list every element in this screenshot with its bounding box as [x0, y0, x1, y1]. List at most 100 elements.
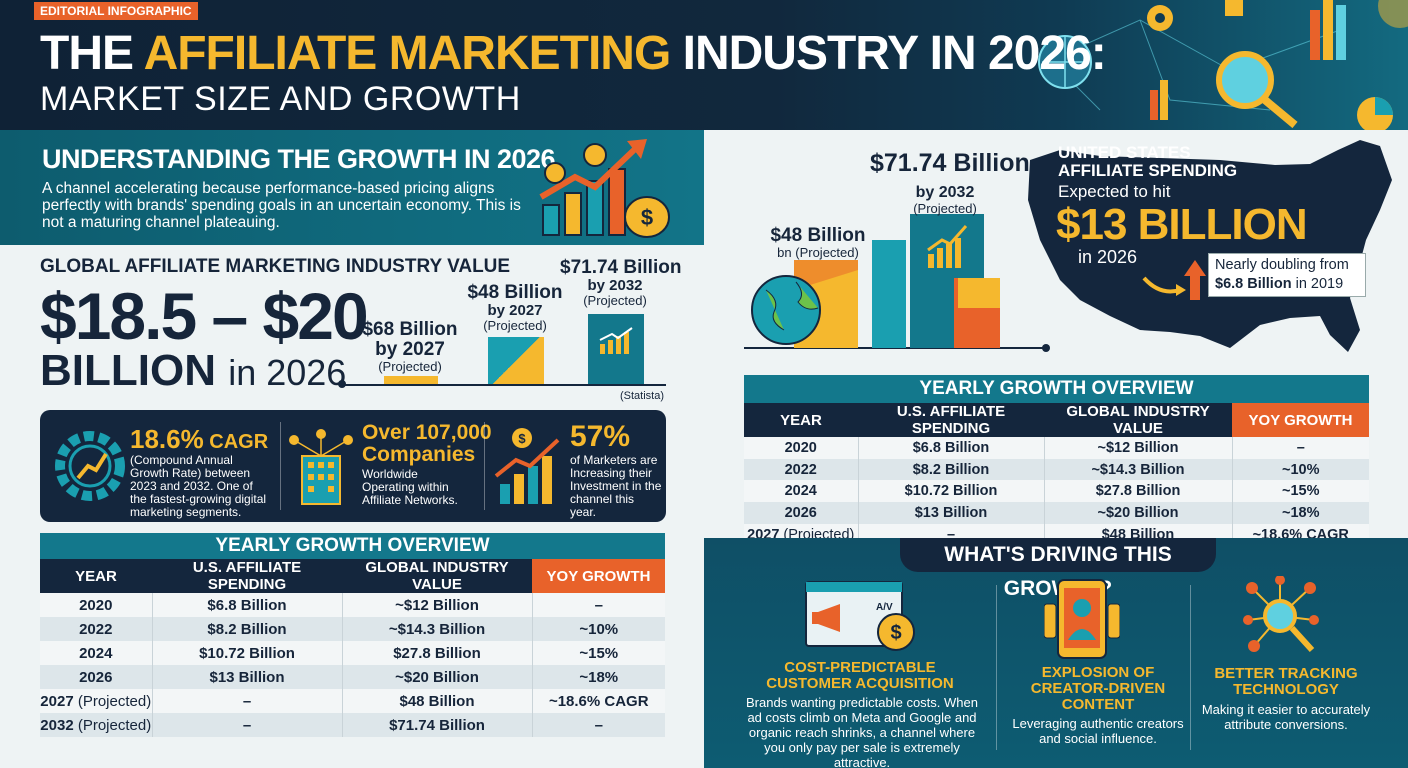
cell-year: 2022 [744, 458, 859, 481]
global-value-range: $18.5 – $20 [40, 279, 369, 353]
table-row: 2024 $10.72 Billion $27.8 Billion ~15% [744, 480, 1369, 503]
drivers-title: WHAT'S DRIVING THIS GROWTH? [900, 538, 1216, 600]
mini-bar-label: $48 Billion by 2027 (Projected) [467, 282, 563, 333]
cell-us-spending: $10.72 Billion [858, 480, 1045, 503]
stat-cagr: 18.6% CAGR [130, 424, 269, 454]
svg-text:$: $ [641, 205, 653, 230]
cell-global-value: ~$12 Billion [342, 593, 533, 617]
driver-heading: EXPLOSION OF CREATOR-DRIVEN CONTENT [1030, 664, 1166, 713]
growth-table: YEAR U.S. AFFILIATE SPENDING GLOBAL INDU… [744, 403, 1369, 546]
stat-companies: Over 107,000 Companies [362, 421, 492, 466]
cell-us-spending: $6.8 Billion [152, 593, 343, 617]
cell-year: 2024 [40, 641, 153, 665]
mini-bar-label: $71.74 Billion by 2032 (Projected) [560, 257, 682, 308]
chat-bubble-icon [1225, 0, 1243, 16]
stats-card: 18.6% CAGR (Compound Annual Growth Rate)… [40, 410, 666, 522]
understanding-body: A channel accelerating because performan… [42, 180, 521, 231]
cell-year: 2020 [744, 437, 859, 459]
source-note: (Statista) [620, 390, 665, 402]
cell-us-spending: – [152, 689, 343, 713]
page-title: THE AFFILIATE MARKETING INDUSTRY IN 2026… [40, 27, 1107, 80]
globe-icon [751, 275, 821, 345]
yearly-growth-table-secondary: YEARLY GROWTH OVERVIEW YEAR U.S. AFFILIA… [744, 375, 1369, 546]
table-row: 2026 $13 Billion ~$20 Billion ~18% [744, 502, 1369, 524]
global-value-label: GLOBAL AFFILIATE MARKETING INDUSTRY VALU… [40, 256, 511, 277]
cell-yoy: ~10% [532, 617, 665, 641]
cell-year: 2020 [40, 593, 153, 617]
cell-us-spending: – [152, 713, 343, 737]
cell-year: 2026 [40, 665, 153, 689]
right-chart-label-48: $48 Billion bn (Projected) [770, 225, 866, 260]
table-row: 2026 $13 Billion ~$20 Billion ~18% [40, 665, 665, 689]
table-row: 2022 $8.2 Billion ~$14.3 Billion ~10% [744, 458, 1369, 481]
stat-companies-desc: Worldwide Operating within Affiliate Net… [362, 467, 458, 507]
editorial-tag: EDITORIAL INFOGRAPHIC [34, 2, 198, 20]
driver-heading: BETTER TRACKING TECHNOLOGY [1214, 665, 1358, 698]
growth-illustration [744, 214, 1050, 352]
table-title: YEARLY GROWTH OVERVIEW [40, 533, 665, 559]
mini-bar [488, 337, 544, 384]
mini-bar [384, 376, 438, 384]
cell-yoy: ~18.6% CAGR [532, 689, 665, 713]
global-value-unit: BILLION in 2026 [40, 346, 347, 395]
cell-yoy: ~18% [1232, 502, 1369, 524]
building-network-icon [289, 429, 353, 505]
right-chart-label-7174: $71.74 Billion by 2032 (Projected) [870, 149, 1030, 216]
cell-us-spending: $13 Billion [858, 502, 1045, 524]
table-row: 2020 $6.8 Billion ~$12 Billion – [744, 437, 1369, 459]
driver-body: Making it easier to accurately attribute… [1201, 702, 1371, 732]
mini-chart-baseline [342, 384, 666, 386]
table-row: 2022 $8.2 Billion ~$14.3 Billion ~10% [40, 617, 665, 641]
cell-global-value: ~$12 Billion [1044, 437, 1233, 459]
cell-us-spending: $8.2 Billion [858, 458, 1045, 481]
cell-us-spending: $10.72 Billion [152, 641, 343, 665]
cell-yoy: ~18% [532, 665, 665, 689]
col-yoy: YOY GROWTH [532, 559, 665, 593]
svg-text:$: $ [518, 431, 526, 446]
cell-yoy: – [532, 593, 665, 617]
driver-body: Leveraging authentic creators and social… [1012, 716, 1184, 746]
cell-global-value: $48 Billion [342, 689, 533, 713]
cell-yoy: ~15% [1232, 480, 1369, 503]
driver-heading: COST-PREDICTABLE CUSTOMER ACQUISITION [766, 659, 954, 692]
table-row: 2027 (Projected) – $48 Billion ~18.6% CAGR [40, 689, 665, 713]
bar-chart-icon [927, 225, 968, 268]
svg-text:A/V: A/V [876, 602, 893, 613]
cell-yoy: – [1232, 437, 1369, 459]
col-us-spending: U.S. AFFILIATE SPENDING [858, 403, 1044, 437]
table-title: YEARLY GROWTH OVERVIEW [744, 375, 1369, 403]
cell-year: 2027 (Projected) [40, 689, 153, 713]
cell-global-value: ~$14.3 Billion [342, 617, 533, 641]
understanding-title: UNDERSTANDING THE GROWTH IN 2026 [42, 144, 556, 174]
megaphone-ad-icon: A/V $ [805, 581, 915, 651]
cell-us-spending: $8.2 Billion [152, 617, 343, 641]
col-us-spending: U.S. AFFILIATE SPENDING [152, 559, 342, 593]
money-growth-icon: $ [539, 139, 670, 238]
cell-year: 2022 [40, 617, 153, 641]
table-row: 2020 $6.8 Billion ~$12 Billion – [40, 593, 665, 617]
mini-bar-label: $68 Billion by 2027 (Projected) [362, 319, 458, 374]
table-row: 2024 $10.72 Billion $27.8 Billion ~15% [40, 641, 665, 665]
header-banner [0, 0, 1408, 130]
col-year: YEAR [744, 403, 858, 437]
us-expected: Expected to hit [1058, 182, 1171, 201]
us-doubling-note: Nearly doubling from $6.8 Billion in 2019 [1208, 253, 1366, 297]
creator-phone-icon [1044, 579, 1120, 659]
cell-year: 2032 (Projected) [40, 713, 153, 737]
page-subtitle: MARKET SIZE AND GROWTH [40, 80, 521, 118]
stat-marketers-desc: of Marketers are Increasing their Invest… [570, 453, 662, 519]
col-global-value: GLOBAL INDUSTRY VALUE [1044, 403, 1232, 437]
analytics-illustration [1038, 0, 1408, 130]
cell-year: 2024 [744, 480, 859, 503]
stat-cagr-desc: (Compound Annual Growth Rate) between 20… [130, 453, 267, 519]
cell-global-value: ~$20 Billion [1044, 502, 1233, 524]
cell-yoy: – [532, 713, 665, 737]
magnifier-icon [1216, 51, 1274, 109]
yearly-growth-table: YEARLY GROWTH OVERVIEW YEAR U.S. AFFILIA… [40, 533, 665, 737]
bar-chart-icon [599, 327, 633, 354]
cell-us-spending: $13 Billion [152, 665, 343, 689]
gear-growth-icon [55, 431, 125, 501]
drivers-section [704, 538, 1408, 768]
cell-global-value: $27.8 Billion [342, 641, 533, 665]
cell-year: 2026 [744, 502, 859, 524]
